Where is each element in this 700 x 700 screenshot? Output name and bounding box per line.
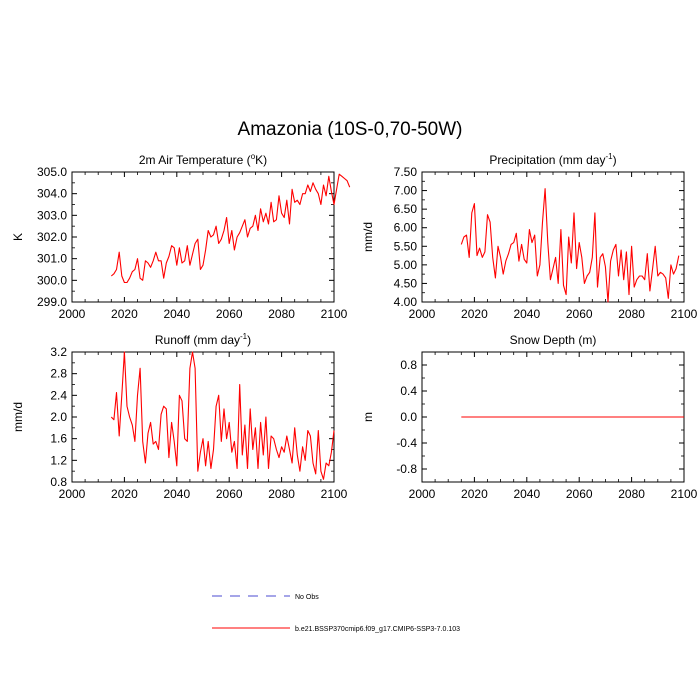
panel-title-main: Precipitation (mm day [489, 153, 605, 167]
y-tick-label: -0.4 [396, 436, 417, 450]
y-tick-label: 0.0 [400, 410, 417, 424]
x-tick-label: 2080 [618, 307, 645, 321]
x-tick-label: 2000 [409, 307, 436, 321]
legend-obs-label: No Obs [295, 594, 319, 601]
y-tick-label: 0.8 [50, 475, 67, 489]
y-tick-label: 2.0 [50, 410, 67, 424]
y-tick-label: 7.00 [394, 184, 418, 198]
y-tick-label: 0.4 [400, 384, 417, 398]
x-tick-label: 2020 [461, 487, 488, 501]
plot-frame [421, 171, 685, 303]
y-tick-label: 300.0 [37, 273, 67, 287]
panel-title-end: ) [247, 333, 251, 347]
y-axis-label: m [361, 412, 375, 422]
y-axis-label: K [11, 233, 25, 241]
y-tick-label: 303.0 [37, 208, 67, 222]
panel-title: Snow Depth (m) [510, 333, 597, 347]
y-tick-label: 305.0 [37, 165, 67, 179]
y-tick-label: 5.50 [394, 239, 418, 253]
legend: No Obs b.e21.BSSP370cmip6.f09_g17.CMIP6-… [212, 594, 460, 633]
panel-title-main: 2m Air Temperature ( [139, 153, 251, 167]
panel-temperature: 2m Air Temperature (oK) 2000 2020 2040 2060 2… [11, 152, 351, 321]
y-tick-label: -0.8 [396, 462, 417, 476]
y-tick-label: 7.50 [394, 165, 418, 179]
y-axis-label: mm/d [11, 402, 25, 432]
figure-title: Amazonia (10S-0,70-50W) [238, 119, 463, 140]
x-tick-label: 2100 [321, 307, 348, 321]
y-tick-label: 6.00 [394, 221, 418, 235]
panel-precipitation: Precipitation (mm day-1) 2000 2020 2040 2060… [361, 152, 698, 321]
y-tick-label: 0.8 [400, 358, 417, 372]
y-tick-label: 1.6 [50, 432, 67, 446]
panel-title-superscript: -1 [605, 152, 613, 161]
x-tick-label: 2060 [216, 307, 243, 321]
x-tick-label: 2060 [216, 487, 243, 501]
x-tick-label: 2020 [111, 487, 138, 501]
x-tick-label: 2100 [321, 487, 348, 501]
panel-title-main: Runoff (mm day [155, 333, 240, 347]
legend-model-label: b.e21.BSSP370cmip6.f09_g17.CMIP6-SSP3-7.… [295, 626, 460, 633]
y-tick-label: 2.8 [50, 367, 67, 381]
y-tick-label: 299.0 [37, 295, 67, 309]
x-tick-label: 2020 [111, 307, 138, 321]
panel-snow-depth: Snow Depth (m) 2000 2020 2040 2060 2080 2100 -0… [361, 333, 698, 501]
x-tick-label: 2080 [268, 307, 295, 321]
panel-title-end: K) [255, 153, 267, 167]
y-tick-label: 1.2 [50, 453, 67, 467]
y-tick-label: 4.50 [394, 276, 418, 290]
panel-runoff: Runoff (mm day-1) 2000 2020 2040 2060 2080 210… [11, 332, 348, 501]
panel-title-superscript: -1 [240, 332, 248, 341]
series-line [110, 173, 351, 284]
y-axis-label: mm/d [361, 222, 375, 252]
x-tick-label: 2020 [461, 307, 488, 321]
series-line [460, 188, 680, 303]
panel-title-superscript: o [251, 152, 256, 161]
x-tick-label: 2100 [671, 487, 698, 501]
x-tick-label: 2000 [59, 487, 86, 501]
panel-title: 2m Air Temperature (oK) [139, 152, 267, 167]
y-tick-label: 6.50 [394, 202, 418, 216]
y-tick-label: 4.00 [394, 295, 418, 309]
x-tick-label: 2080 [618, 487, 645, 501]
x-tick-label: 2000 [409, 487, 436, 501]
panel-title: Runoff (mm day-1) [155, 332, 251, 347]
y-tick-label: 2.4 [50, 388, 67, 402]
y-tick-label: 3.2 [50, 345, 67, 359]
x-tick-label: 2080 [268, 487, 295, 501]
x-tick-label: 2100 [671, 307, 698, 321]
panels: 2m Air Temperature (oK)2000 2020 2040 2060 2… [11, 152, 698, 501]
x-tick-label: 2040 [513, 487, 540, 501]
series-line [110, 351, 335, 480]
x-tick-label: 2040 [163, 487, 190, 501]
x-tick-label: 2040 [513, 307, 540, 321]
plot-frame [71, 171, 335, 303]
y-tick-label: 301.0 [37, 252, 67, 266]
x-tick-label: 2000 [59, 307, 86, 321]
panel-title-main: Snow Depth (m) [510, 333, 597, 347]
x-tick-label: 2060 [566, 307, 593, 321]
y-tick-label: 5.00 [394, 258, 418, 272]
y-tick-label: 304.0 [37, 187, 67, 201]
x-tick-label: 2060 [566, 487, 593, 501]
panel-title-end: ) [613, 153, 617, 167]
panel-title: Precipitation (mm day-1) [489, 152, 616, 167]
x-tick-label: 2040 [163, 307, 190, 321]
y-tick-label: 302.0 [37, 230, 67, 244]
